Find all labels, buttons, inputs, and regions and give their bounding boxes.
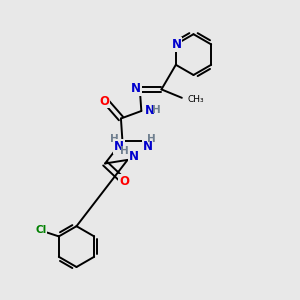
Text: H: H	[110, 134, 118, 144]
Text: N: N	[171, 38, 182, 51]
Text: H: H	[120, 146, 129, 157]
Text: H: H	[152, 105, 161, 115]
Text: N: N	[142, 140, 153, 153]
Text: H: H	[147, 134, 156, 144]
Text: N: N	[145, 103, 155, 117]
Text: N: N	[129, 150, 139, 163]
Text: N: N	[131, 82, 141, 95]
Text: CH₃: CH₃	[187, 95, 204, 104]
Text: N: N	[114, 140, 124, 153]
Text: O: O	[99, 94, 109, 108]
Text: Cl: Cl	[35, 225, 46, 235]
Text: O: O	[119, 175, 129, 188]
